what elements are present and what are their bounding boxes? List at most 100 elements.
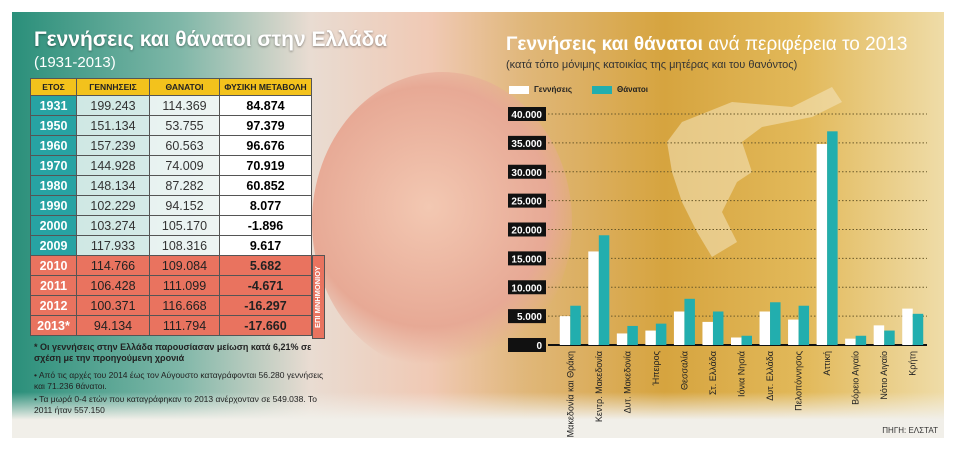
table-cell: 106.428 [76, 275, 150, 296]
bar-births [702, 321, 713, 345]
column-header: ΘΑΝΑΤΟΙ [149, 78, 220, 96]
bar-chart: 0 5.000 10.000 15.000 20.000 25.000 30.000 35.0… [508, 107, 927, 438]
table-cell: 1990 [30, 195, 77, 216]
ytick-label: 5.000 [517, 312, 542, 323]
bar-births [559, 316, 571, 345]
table-row: 1970 144.928 74.009 70.919 [30, 155, 312, 176]
chart-title: Γεννήσεις και θάνατοι ανά περιφέρεια το … [506, 34, 907, 56]
bar-deaths [741, 335, 752, 345]
xtick-label: Δυτ. Ελλάδα [765, 351, 775, 401]
xtick-label: Κρήτη [908, 351, 918, 376]
chart-title-rest: ανά περιφέρεια το 2013 [702, 34, 908, 55]
table-row: 2011 106.428 111.099 -4.671 [30, 275, 312, 296]
table-cell: 60.852 [219, 175, 312, 196]
bar-deaths [884, 330, 895, 345]
bar-deaths [712, 311, 724, 345]
table-cell: 74.009 [149, 155, 220, 176]
table-cell: 53.755 [149, 115, 220, 136]
table-row: 1990 102.229 94.152 8.077 [30, 195, 312, 216]
ytick-bg [508, 338, 546, 352]
table-cell: 2009 [30, 235, 77, 256]
xtick-label: Πελοπόννησος [794, 350, 804, 411]
ytick-bg [508, 164, 546, 179]
table-cell: 1931 [30, 95, 77, 116]
bar-births [616, 333, 628, 345]
ytick-label: 10.000 [511, 283, 542, 294]
xtick-label: Στ. Ελλάδα [708, 351, 718, 395]
births-deaths-table: ΕΤΟΣ ΓΕΝΝΗΣΕΙΣ ΘΑΝΑΤΟΙ ΦΥΣΙΚΗ ΜΕΤΑΒΟΛΗ 1931… [30, 78, 312, 336]
ytick-bg [508, 107, 546, 121]
xtick-label: Νότιο Αιγαίο [879, 351, 889, 400]
note-2: • Τα μωρά 0-4 ετών που καταγράφηκαν το 2… [34, 394, 317, 415]
bar-births [588, 251, 599, 345]
source: ΠΗΓΗ: ΕΛΣΤΑΤ [882, 426, 938, 435]
table-cell: 1950 [30, 115, 77, 136]
table-cell: 105.170 [149, 215, 220, 236]
ytick-label: 20.000 [511, 226, 542, 237]
chart-title-bold: Γεννήσεις και θάνατοι [506, 34, 703, 55]
bar-deaths [770, 302, 781, 345]
xtick-label: Ήπειρος [651, 350, 661, 386]
ytick-bg [508, 193, 546, 208]
legend-deaths: Θάνατοι [592, 85, 648, 94]
table-cell: 1970 [30, 155, 77, 176]
ytick-bg [508, 222, 546, 237]
table-cell: 2010 [30, 255, 77, 276]
table-cell: -1.896 [219, 215, 312, 236]
table-cell: -16.297 [219, 295, 312, 316]
table-cell: 108.316 [149, 235, 220, 256]
ytick-label: 30.000 [511, 168, 542, 179]
ytick-label: 40.000 [511, 110, 542, 121]
ytick-bg [508, 309, 546, 324]
table-cell: 103.274 [76, 215, 150, 236]
bar-births [645, 330, 656, 345]
table-cell: 199.243 [76, 95, 150, 116]
bar-deaths [798, 305, 810, 345]
table-cell: 2011 [30, 275, 77, 296]
ytick-bg [508, 280, 546, 295]
bar-deaths [912, 313, 924, 345]
bar-births [902, 308, 913, 345]
legend-label-deaths: Θάνατοι [617, 85, 648, 94]
bar-births [673, 311, 685, 345]
legend-label-births: Γεννήσεις [534, 85, 573, 94]
table-title: Γεννήσεις και θάνατοι στην Ελλάδα [34, 28, 388, 51]
ytick-label: 15.000 [511, 254, 542, 265]
bar-deaths [598, 235, 610, 345]
bar-births [873, 325, 885, 345]
table-row: 1931 199.243 114.369 84.874 [30, 95, 312, 116]
legend-swatch-deaths [592, 85, 612, 94]
xtick-label: Δυτ. Μακεδονία [622, 351, 632, 413]
xtick-label: Αττική [822, 351, 832, 376]
table-row: 1950 151.134 53.755 97.379 [30, 115, 312, 136]
table-cell: -17.660 [219, 315, 312, 336]
legend-swatch-births [509, 85, 529, 94]
xtick-label: Αν. Μακεδονία και Θράκη [565, 351, 575, 438]
table-cell: 70.919 [219, 155, 312, 176]
infographic: Γεννήσεις και θάνατοι στην Ελλάδα (1931-… [12, 12, 944, 438]
table-cell: 2013* [30, 315, 77, 336]
ytick-label: 35.000 [511, 139, 542, 150]
xtick-label: Θεσσαλία [679, 351, 689, 390]
table-cell: 114.369 [149, 95, 220, 116]
bar-births [816, 144, 828, 345]
note-1: • Από τις αρχές του 2014 έως τον Αύγουστ… [34, 370, 324, 391]
table-cell: 102.229 [76, 195, 150, 216]
ytick-label: 0 [536, 341, 542, 352]
table-cell: 84.874 [219, 95, 312, 116]
bar-deaths [655, 323, 667, 345]
table-cell: -4.671 [219, 275, 312, 296]
ytick-label: 25.000 [511, 197, 542, 208]
table-cell: 114.766 [76, 255, 150, 276]
table-cell: 97.379 [219, 115, 312, 136]
table-cell: 109.084 [149, 255, 220, 276]
table-cell: 100.371 [76, 295, 150, 316]
table-cell: 94.152 [149, 195, 220, 216]
bar-deaths [684, 298, 695, 345]
bar-deaths [570, 305, 581, 345]
table-cell: 2000 [30, 215, 77, 236]
table-subtitle: (1931-2013) [34, 54, 116, 71]
table-cell: 157.239 [76, 135, 150, 156]
bar-births [731, 337, 742, 345]
legend-births: Γεννήσεις [509, 85, 572, 94]
